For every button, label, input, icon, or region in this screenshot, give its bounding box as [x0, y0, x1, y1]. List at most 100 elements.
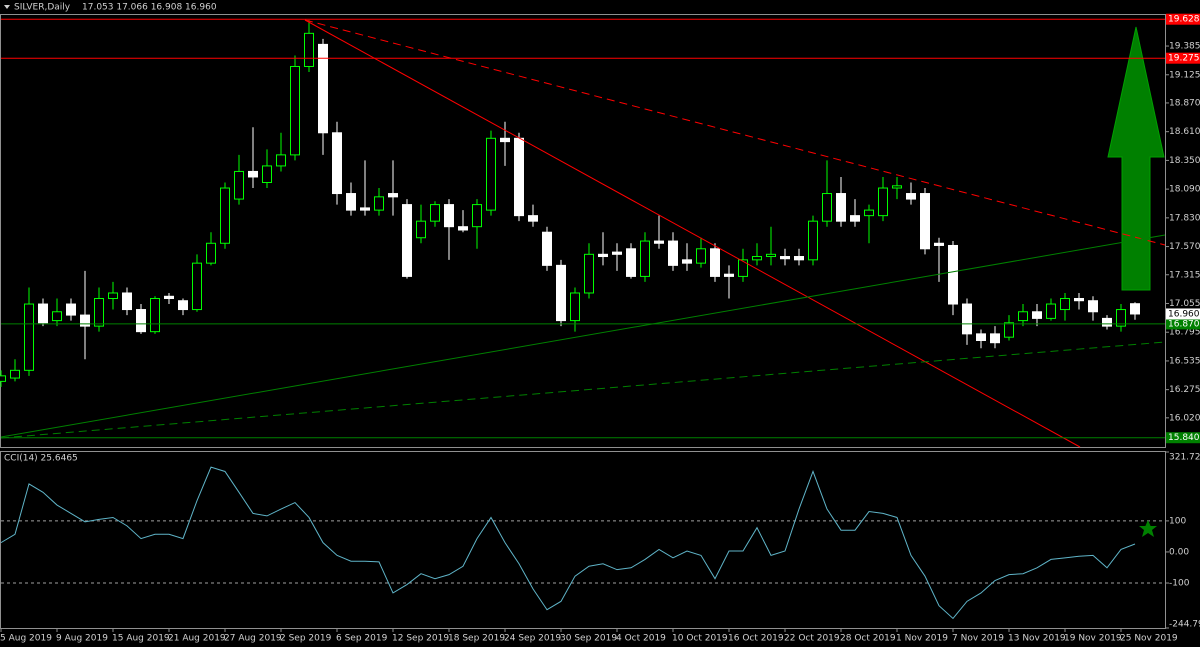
candle-body — [878, 187, 888, 217]
menu-icon[interactable] — [4, 5, 10, 9]
candle-body — [458, 226, 468, 231]
star-marker[interactable] — [1139, 520, 1157, 537]
candle-body — [486, 137, 496, 211]
x-tick-label: 22 Oct 2019 — [784, 634, 840, 644]
ohlc-text: 17.053 17.066 16.908 16.960 — [82, 3, 217, 13]
last-price-box — [1166, 308, 1200, 320]
trend-line[interactable] — [0, 234, 1166, 438]
up-arrow[interactable] — [1107, 26, 1165, 291]
x-tick-label: 12 Sep 2019 — [392, 634, 449, 644]
candle-body — [1116, 309, 1126, 327]
candle-body — [962, 303, 972, 335]
candle-body — [192, 262, 202, 311]
x-tick-label: 24 Sep 2019 — [504, 634, 561, 644]
candle-body — [416, 220, 426, 239]
candle-body — [976, 333, 986, 341]
candle-body — [780, 256, 790, 260]
candle-body — [1130, 303, 1140, 315]
x-tick-label: 9 Aug 2019 — [56, 634, 108, 644]
x-tick-label: 10 Oct 2019 — [672, 634, 728, 644]
candle-body — [682, 259, 692, 264]
y-tick-label: 16.795 — [1169, 328, 1200, 338]
level-label: 19.628 — [1168, 15, 1200, 25]
candle-body — [1088, 300, 1098, 313]
trend-line-dashed[interactable] — [304, 19, 1166, 246]
candle-body — [626, 248, 636, 277]
candle-body — [850, 215, 860, 222]
candle-body — [990, 333, 1000, 344]
candle-body — [1074, 298, 1084, 302]
candle-body — [948, 244, 958, 305]
candle-body — [1060, 298, 1070, 311]
x-tick-label: 19 Nov 2019 — [1064, 634, 1122, 644]
candle-body — [822, 193, 832, 222]
x-tick-label: 25 Nov 2019 — [1120, 634, 1178, 644]
candle-body — [360, 207, 370, 211]
price-panel-frame — [0, 14, 1166, 448]
candle-body — [38, 303, 48, 324]
y-tick-label: 0.00 — [1169, 547, 1189, 557]
candle-body — [570, 292, 580, 322]
cci-line — [0, 466, 1136, 620]
candle-body — [556, 264, 566, 322]
y-tick-label: 100 — [1169, 516, 1186, 526]
candle-body — [640, 240, 650, 277]
candle-body — [724, 273, 734, 277]
candle-body — [444, 204, 454, 228]
candle-body — [752, 256, 762, 261]
level-label-box — [1166, 13, 1200, 25]
level-label-box — [1166, 52, 1200, 64]
y-tick-label: 19.385 — [1169, 42, 1200, 52]
candle-body — [164, 295, 174, 300]
y-tick-label: 17.570 — [1169, 242, 1200, 252]
candle-body — [94, 298, 104, 327]
candle-body — [178, 300, 188, 311]
candle-body — [542, 231, 552, 266]
candle-body — [402, 204, 412, 277]
y-tick-label: 16.275 — [1169, 385, 1200, 395]
x-tick-label: 16 Oct 2019 — [728, 634, 784, 644]
candle-body — [864, 209, 874, 217]
candle-body — [108, 292, 118, 300]
candle-body — [668, 240, 678, 266]
y-tick-label: 18.090 — [1169, 185, 1200, 195]
candle-body — [738, 259, 748, 277]
candle-body — [598, 253, 608, 258]
candle-body — [220, 187, 230, 244]
level-label-box — [1166, 318, 1200, 330]
candle-body — [934, 242, 944, 246]
y-tick-label: 18.870 — [1169, 98, 1200, 108]
x-tick-label: 30 Sep 2019 — [560, 634, 617, 644]
candle-body — [374, 196, 384, 211]
x-tick-label: 15 Aug 2019 — [112, 634, 170, 644]
last-price-label: 16.960 — [1168, 309, 1200, 319]
indicator-panel-frame — [0, 451, 1166, 629]
candle-body — [794, 256, 804, 261]
indicator-title: CCI(14) 25.6465 — [4, 454, 78, 464]
trend-line[interactable] — [304, 19, 1081, 448]
candle-body — [10, 369, 20, 379]
candle-body — [430, 204, 440, 222]
x-tick-label: 5 Aug 2019 — [0, 634, 52, 644]
candle-body — [1102, 317, 1112, 327]
level-label: 15.840 — [1168, 433, 1200, 443]
candle-body — [136, 309, 146, 333]
y-tick-label: 18.610 — [1169, 127, 1200, 137]
candle-body — [584, 253, 594, 294]
x-tick-label: 18 Sep 2019 — [448, 634, 505, 644]
candle-body — [52, 311, 62, 322]
drawn-objects — [0, 18, 1166, 448]
x-tick-label: 7 Nov 2019 — [952, 634, 1004, 644]
y-tick-label: 18.350 — [1169, 156, 1200, 166]
candle-body — [710, 248, 720, 277]
candle-body — [332, 132, 342, 195]
x-tick-label: 21 Aug 2019 — [168, 634, 226, 644]
trend-line-dashed[interactable] — [0, 341, 1166, 439]
candle-body — [892, 185, 902, 189]
candle-body — [766, 253, 776, 258]
y-tick-label: -100 — [1169, 579, 1190, 589]
candle-body — [80, 314, 90, 327]
y-tick-label: 16.535 — [1169, 356, 1200, 366]
y-tick-label: 17.055 — [1169, 299, 1200, 309]
